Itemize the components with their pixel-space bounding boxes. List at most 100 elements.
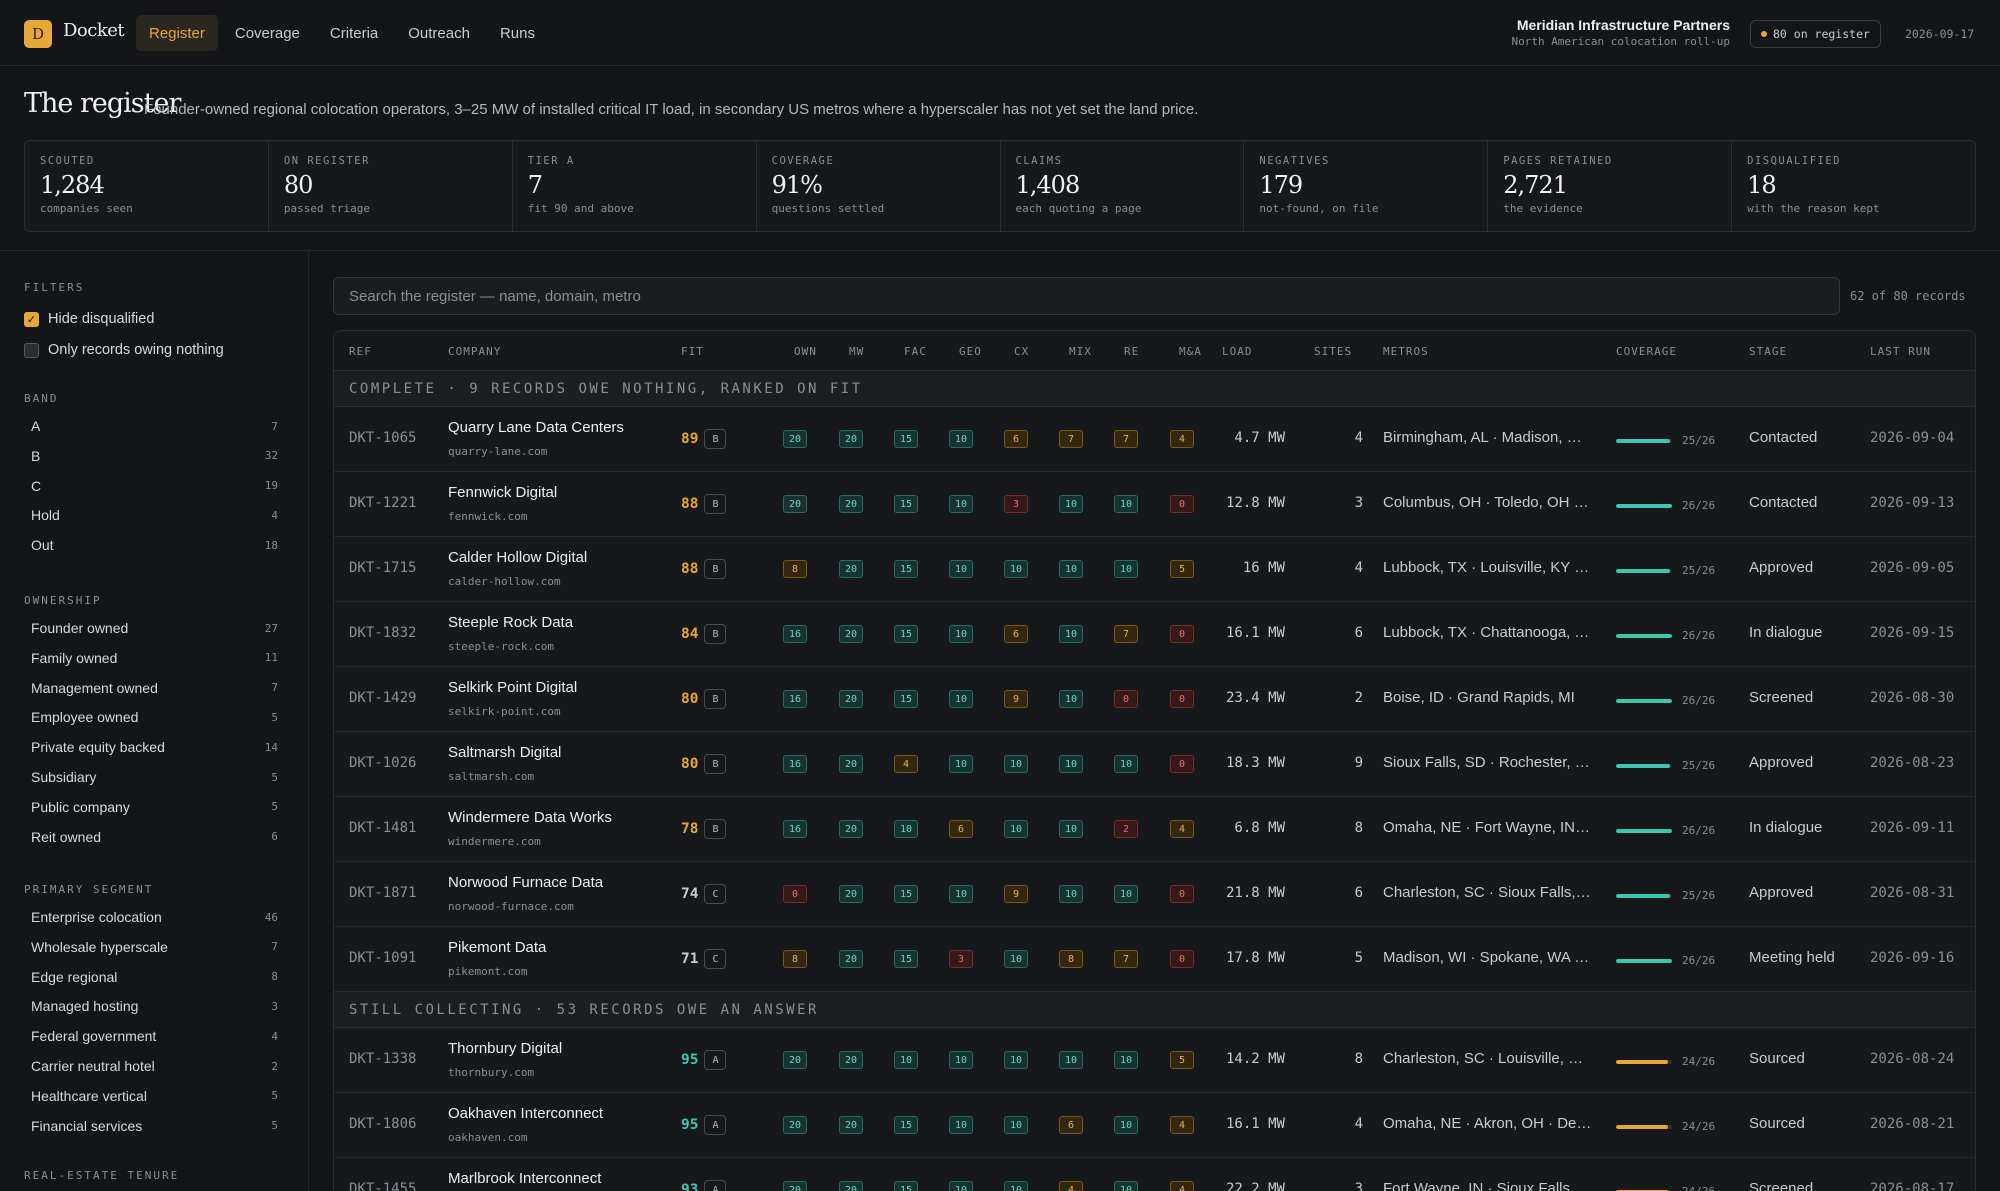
record-ref: DKT-1338 [349,1051,417,1067]
table-row[interactable]: DKT-1221 Fennwick Digital fennwick.com 88 B 2… [334,472,1975,537]
nav-tab-runs[interactable]: Runs [499,24,535,42]
column-header-sites[interactable]: SITES [1314,345,1353,358]
stage-label: Screened [1749,1180,1814,1191]
column-header-own[interactable]: OWN [794,345,817,358]
site-count: 8 [1354,820,1363,836]
filter-option[interactable]: Federal government 4 [31,1028,278,1044]
filter-option[interactable]: Public company 5 [31,799,278,815]
filter-option[interactable]: Edge regional 8 [31,969,278,985]
filter-option[interactable]: Carrier neutral hotel 2 [31,1058,278,1074]
column-header-lastrun[interactable]: LAST RUN [1870,345,1931,358]
criterion-score: 9 [1004,885,1028,903]
company-name[interactable]: Marlbrook Interconnect [448,1170,602,1187]
column-header-re[interactable]: RE [1124,345,1140,358]
filter-option[interactable]: Managed hosting 3 [31,998,278,1014]
company-name[interactable]: Thornbury Digital [448,1040,563,1057]
filter-option[interactable]: Reit owned 6 [31,829,278,845]
criterion-score: 10 [949,1116,973,1134]
filter-option[interactable]: Financial services 5 [31,1118,278,1134]
filter-option[interactable]: Healthcare vertical 5 [31,1088,278,1104]
column-header-geo[interactable]: GEO [959,345,982,358]
coverage-bar [1616,568,1672,573]
table-row[interactable]: DKT-1832 Steeple Rock Data steeple-rock.co… [334,602,1975,667]
nav-tab-criteria[interactable]: Criteria [329,24,379,42]
filter-option-label: Private equity backed [31,739,165,756]
search-input[interactable] [349,287,1824,305]
company-domain: oakhaven.com [448,1131,528,1144]
filter-option[interactable]: B 32 [31,448,278,464]
nav-tab-register[interactable]: Register [136,15,218,51]
table-row[interactable]: DKT-1065 Quarry Lane Data Centers quarry-l… [334,407,1975,472]
stat-caption: not-found, on file [1259,202,1379,215]
column-header-fit[interactable]: FIT [681,345,704,358]
search-box[interactable] [333,277,1840,315]
company-name[interactable]: Windermere Data Works [448,809,612,826]
table-row[interactable]: DKT-1429 Selkirk Point Digital selkirk-poi… [334,667,1975,732]
last-run-date: 2026-09-13 [1870,495,1955,511]
load-mw: 12.8 MW [1225,495,1285,511]
metro-list: Charleston, SC · Sioux Falls, SD · Boise… [1383,884,1593,901]
filter-option[interactable]: Employee owned 5 [31,709,278,725]
table-row[interactable]: DKT-1338 Thornbury Digital thornbury.com 95… [334,1028,1975,1093]
company-name[interactable]: Norwood Furnace Data [448,874,604,891]
nav-tab-coverage[interactable]: Coverage [234,24,300,42]
column-header-fac[interactable]: FAC [904,345,927,358]
criterion-score: 10 [1114,885,1138,903]
register-count-pill[interactable]: 80 on register [1750,20,1881,48]
column-header-stage[interactable]: STAGE [1749,345,1788,358]
company-name[interactable]: Calder Hollow Digital [448,549,588,566]
column-header-company[interactable]: COMPANY [448,345,502,358]
filter-option[interactable]: Founder owned 27 [31,620,278,636]
coverage-text: 25/26 [1682,759,1716,772]
filter-checkbox[interactable]: ✓ Hide disqualified [24,311,154,327]
column-header-ma[interactable]: M&A [1179,345,1202,358]
column-header-cx[interactable]: CX [1014,345,1030,358]
company-name[interactable]: Oakhaven Interconnect [448,1105,604,1122]
column-header-load[interactable]: LOAD [1222,345,1253,358]
company-name[interactable]: Steeple Rock Data [448,614,574,631]
filter-option[interactable]: C 19 [31,478,278,494]
nav-tab-outreach[interactable]: Outreach [408,24,470,42]
stat-card: CLAIMS 1,408 each quoting a page [1001,141,1245,231]
table-row[interactable]: DKT-1026 Saltmarsh Digital saltmarsh.com 80… [334,732,1975,797]
table-row[interactable]: DKT-1871 Norwood Furnace Data norwood-furn… [334,862,1975,927]
coverage-meter: 26/26 [1616,629,1715,642]
table-row[interactable]: DKT-1806 Oakhaven Interconnect oakhaven.co… [334,1093,1975,1158]
company-domain: fennwick.com [448,510,528,523]
filter-option[interactable]: Out 18 [31,537,278,553]
column-header-coverage[interactable]: COVERAGE [1616,345,1677,358]
stat-label: DISQUALIFIED [1747,155,1841,167]
column-header-ref[interactable]: REF [349,345,372,358]
metro-list: Charleston, SC · Louisville, KY · Omaha,… [1383,1050,1593,1067]
filter-option[interactable]: Wholesale hyperscale 7 [31,939,278,955]
company-name[interactable]: Saltmarsh Digital [448,744,562,761]
record-ref: DKT-1221 [349,495,417,511]
filter-option[interactable]: Hold 4 [31,507,278,523]
filter-option[interactable]: Enterprise colocation 46 [31,909,278,925]
column-header-mw[interactable]: MW [849,345,865,358]
filter-option[interactable]: Family owned 11 [31,650,278,666]
filter-option-count: 7 [271,681,278,695]
column-header-mix[interactable]: MIX [1069,345,1092,358]
table-row[interactable]: DKT-1715 Calder Hollow Digital calder-holl… [334,537,1975,602]
company-name[interactable]: Fennwick Digital [448,484,558,501]
company-name[interactable]: Quarry Lane Data Centers [448,419,624,436]
table-row[interactable]: DKT-1091 Pikemont Data pikemont.com 71 C 8 20 1… [334,927,1975,992]
filter-option[interactable]: Subsidiary 5 [31,769,278,785]
criterion-score: 10 [1059,1051,1083,1069]
criterion-score: 20 [839,430,863,448]
checkbox-checked-icon[interactable]: ✓ [24,311,39,327]
company-name[interactable]: Pikemont Data [448,939,547,956]
filter-checkbox[interactable]: Only records owing nothing [24,342,224,358]
column-header-metros[interactable]: METROS [1383,345,1429,358]
filter-option[interactable]: Management owned 7 [31,680,278,696]
filter-option[interactable]: Private equity backed 14 [31,739,278,755]
criterion-score: 20 [839,820,863,838]
site-count: 4 [1354,560,1363,576]
coverage-text: 26/26 [1682,954,1716,967]
table-row[interactable]: DKT-1481 Windermere Data Works windermere.… [334,797,1975,862]
company-name[interactable]: Selkirk Point Digital [448,679,578,696]
checkbox-empty-icon[interactable] [24,342,39,358]
